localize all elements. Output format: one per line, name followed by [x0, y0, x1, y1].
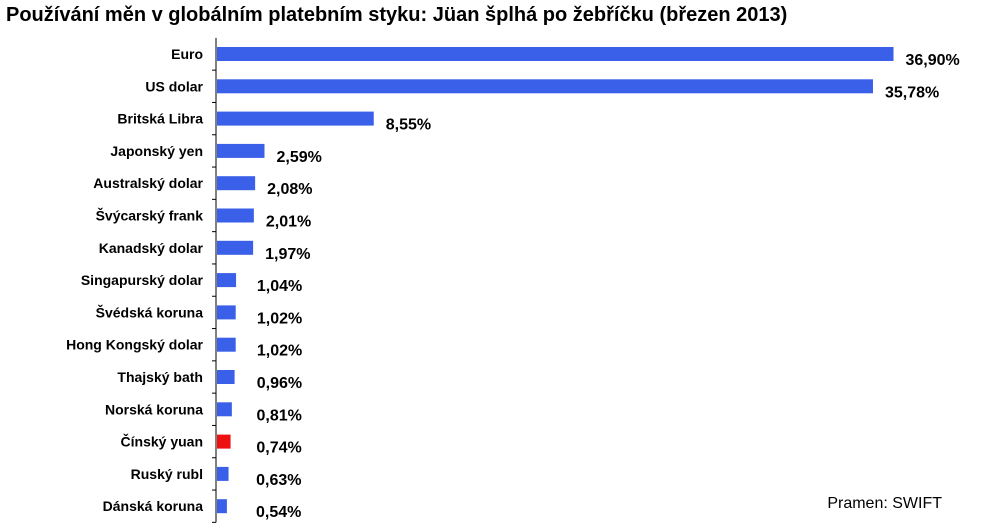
category-label: Norská koruna — [105, 401, 203, 417]
value-label: 1,04% — [257, 278, 302, 295]
bar — [217, 240, 254, 255]
value-label: 1,97% — [265, 246, 310, 263]
value-label: 0,54% — [256, 504, 301, 521]
value-label: 0,74% — [256, 440, 301, 457]
category-label: US dolar — [145, 78, 203, 94]
category-label: Ruský rubl — [131, 466, 203, 482]
value-label: 36,90% — [906, 52, 960, 69]
category-label: Švédská koruna — [96, 303, 204, 320]
bar — [217, 111, 374, 126]
category-label: Čínský yuan — [121, 433, 203, 450]
bar — [217, 176, 256, 191]
category-label: Thajský bath — [117, 369, 203, 385]
bar — [217, 402, 232, 417]
bar — [217, 434, 231, 449]
category-label: Australský dolar — [93, 175, 203, 191]
category-label: Kanadský dolar — [99, 240, 204, 256]
value-label: 1,02% — [257, 310, 302, 327]
category-label: Singapurský dolar — [81, 272, 204, 288]
bar — [217, 143, 265, 158]
category-label: Euro — [171, 46, 203, 62]
value-label: 0,96% — [257, 375, 302, 392]
category-label: Dánská koruna — [103, 498, 204, 514]
bar — [217, 337, 236, 352]
value-label: 8,55% — [386, 117, 431, 134]
category-label: Britská Libra — [117, 111, 203, 127]
bar — [217, 466, 229, 481]
category-label: Švýcarský frank — [96, 207, 204, 224]
category-label: Japonský yen — [110, 143, 203, 159]
bar — [217, 208, 254, 223]
bar — [217, 47, 894, 61]
value-label: 35,78% — [885, 84, 939, 101]
value-label: 0,63% — [256, 472, 301, 489]
bar — [217, 499, 227, 514]
bar — [217, 79, 873, 94]
value-label: 0,81% — [256, 407, 301, 424]
value-label: 1,02% — [257, 343, 302, 360]
bar — [217, 370, 235, 384]
chart-title: Používání měn v globálním platebním styk… — [6, 4, 788, 26]
bar — [217, 273, 237, 288]
bar — [217, 305, 236, 320]
value-label: 2,01% — [266, 214, 311, 231]
value-label: 2,08% — [267, 181, 312, 198]
category-label: Hong Kongský dolar — [66, 337, 203, 353]
source-note: Pramen: SWIFT — [827, 495, 942, 512]
value-label: 2,59% — [276, 149, 321, 166]
